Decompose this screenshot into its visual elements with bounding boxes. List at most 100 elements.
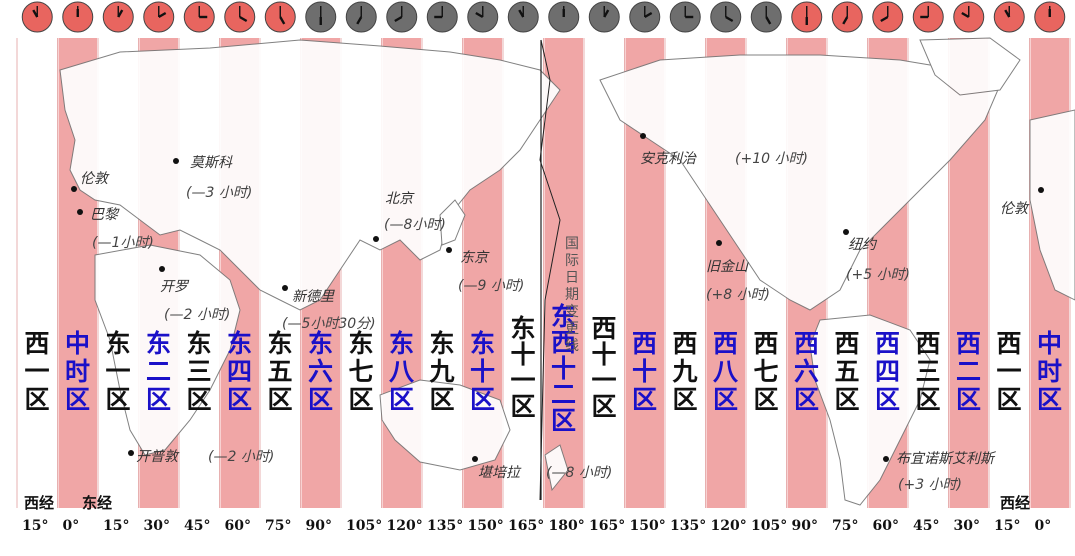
meridian-label: 150° [629, 518, 666, 534]
zone-label: 西五区 [830, 330, 864, 414]
zone-label: 东八区 [385, 330, 419, 414]
zone-label-char: 区 [348, 385, 374, 414]
zone-label-char: 一 [591, 366, 617, 395]
meridian-label: 45° [184, 518, 211, 534]
meridian-label: 75° [832, 518, 859, 534]
paris-marker [77, 209, 83, 215]
meridian-label: 120° [386, 518, 423, 534]
meridian-label: 105° [751, 518, 788, 534]
clock-icon [912, 1, 944, 33]
date-line-char: 更 [565, 321, 579, 337]
zone-label-char: 东 [226, 329, 252, 358]
zone-label-char: 东 [145, 329, 171, 358]
continent-south-america [809, 314, 931, 506]
city-cape-town: 开普敦 [136, 449, 178, 465]
continent-eurasia [59, 39, 561, 311]
zone-label-char: 区 [267, 385, 293, 414]
zone-label-char: 西 [793, 329, 819, 358]
city-cairo: 开罗 [160, 279, 188, 295]
zone-label-char: 区 [226, 385, 252, 414]
zone-label: 中时区 [61, 330, 95, 414]
zone-label-char: 西 [550, 328, 576, 357]
clock-hour-hand [765, 16, 772, 25]
beijing-offset: (—8小时) [384, 217, 446, 233]
continent-europe-right [1029, 109, 1075, 301]
zone-label: 西四区 [871, 330, 905, 414]
clock-hour-hand [725, 15, 734, 23]
new-york-offset: (+5 小时) [846, 267, 911, 283]
zone-label-char: 西 [672, 329, 698, 358]
new-york-marker [843, 229, 849, 235]
continent-greenland [919, 37, 1021, 96]
zone-label-char: 西 [955, 329, 981, 358]
zone-label-char: 区 [550, 406, 576, 435]
date-line-char: 线 [565, 338, 579, 354]
cape-town-offset: (—2 小时) [208, 449, 275, 465]
zone-label-char: 区 [24, 385, 50, 414]
clock-hour-hand [644, 11, 653, 19]
zone-label-char: 区 [874, 385, 900, 414]
clock-hour-hand [279, 16, 286, 25]
meridian-label: 165° [508, 518, 545, 534]
city-new-york: 纽约 [848, 237, 876, 253]
clock-icon [1034, 1, 1066, 33]
clock-icon [305, 1, 337, 33]
zone-label-char: 区 [105, 385, 131, 414]
zone-label-char: 区 [307, 385, 333, 414]
zone-label-char: 八 [388, 357, 414, 386]
zone-label-char: 一 [105, 357, 131, 386]
zone-label: 东十区 [466, 330, 500, 414]
zone-label-char: 四 [226, 357, 252, 386]
zone-label-char: 区 [753, 385, 779, 414]
meridian-label: 60° [224, 518, 251, 534]
canberra-offset: (—8 小时) [546, 465, 613, 481]
canberra-marker [472, 456, 478, 462]
zone-label-char: 西 [874, 329, 900, 358]
tokyo-offset: (—9 小时) [458, 278, 525, 294]
clock-hour-hand [961, 11, 970, 19]
zone-label-char: 七 [348, 357, 374, 386]
clock-hour-hand [356, 16, 363, 25]
zone-label-char: 区 [955, 385, 981, 414]
city-anchorage: 安克利治 [640, 151, 696, 167]
zone-label-char: 西 [915, 329, 941, 358]
zone-label-char: 东 [186, 329, 212, 358]
zone-label: 东三区 [182, 330, 216, 414]
zone-label-char: 西 [591, 314, 617, 343]
zone-label: 中时区 [1033, 330, 1067, 414]
clock-hour-hand [394, 15, 403, 23]
zone-label-char: 东 [510, 314, 536, 343]
zone-label: 东四区 [223, 330, 257, 414]
zone-label-char: 东 [348, 329, 374, 358]
moscow-marker [173, 158, 179, 164]
zone-label-char: 时 [1036, 357, 1062, 386]
zone-label-char: 区 [186, 385, 212, 414]
clock-icon [62, 1, 94, 33]
zone-label-char: 区 [591, 392, 617, 421]
zone-label-char: 八 [712, 357, 738, 386]
zone-label-char: 西 [712, 329, 738, 358]
meridian-label: 15° [22, 518, 49, 534]
zone-label: 东九区 [425, 330, 459, 414]
zone-label-char: 三 [915, 357, 941, 386]
clock-icon [507, 1, 539, 33]
clock-hour-hand [475, 11, 484, 19]
zone-label: 西七区 [749, 330, 783, 414]
zone-label: 西一区 [992, 330, 1026, 414]
city-paris: 巴黎 [90, 207, 118, 223]
clock-icon [102, 1, 134, 33]
continent-north-america [599, 54, 1001, 311]
cairo-marker [159, 266, 165, 272]
clock-icon [588, 1, 620, 33]
zone-band [544, 38, 583, 508]
zone-label-char: 区 [469, 385, 495, 414]
date-line-char: 日 [565, 270, 579, 286]
anchorage-offset: (+10 小时) [735, 151, 808, 167]
city-canberra: 堪培拉 [478, 465, 520, 481]
london-left-marker [71, 186, 77, 192]
west-longitude-title-right: 西经 [1000, 494, 1031, 512]
clock-icon [953, 1, 985, 33]
zone-label-char: 东 [429, 329, 455, 358]
